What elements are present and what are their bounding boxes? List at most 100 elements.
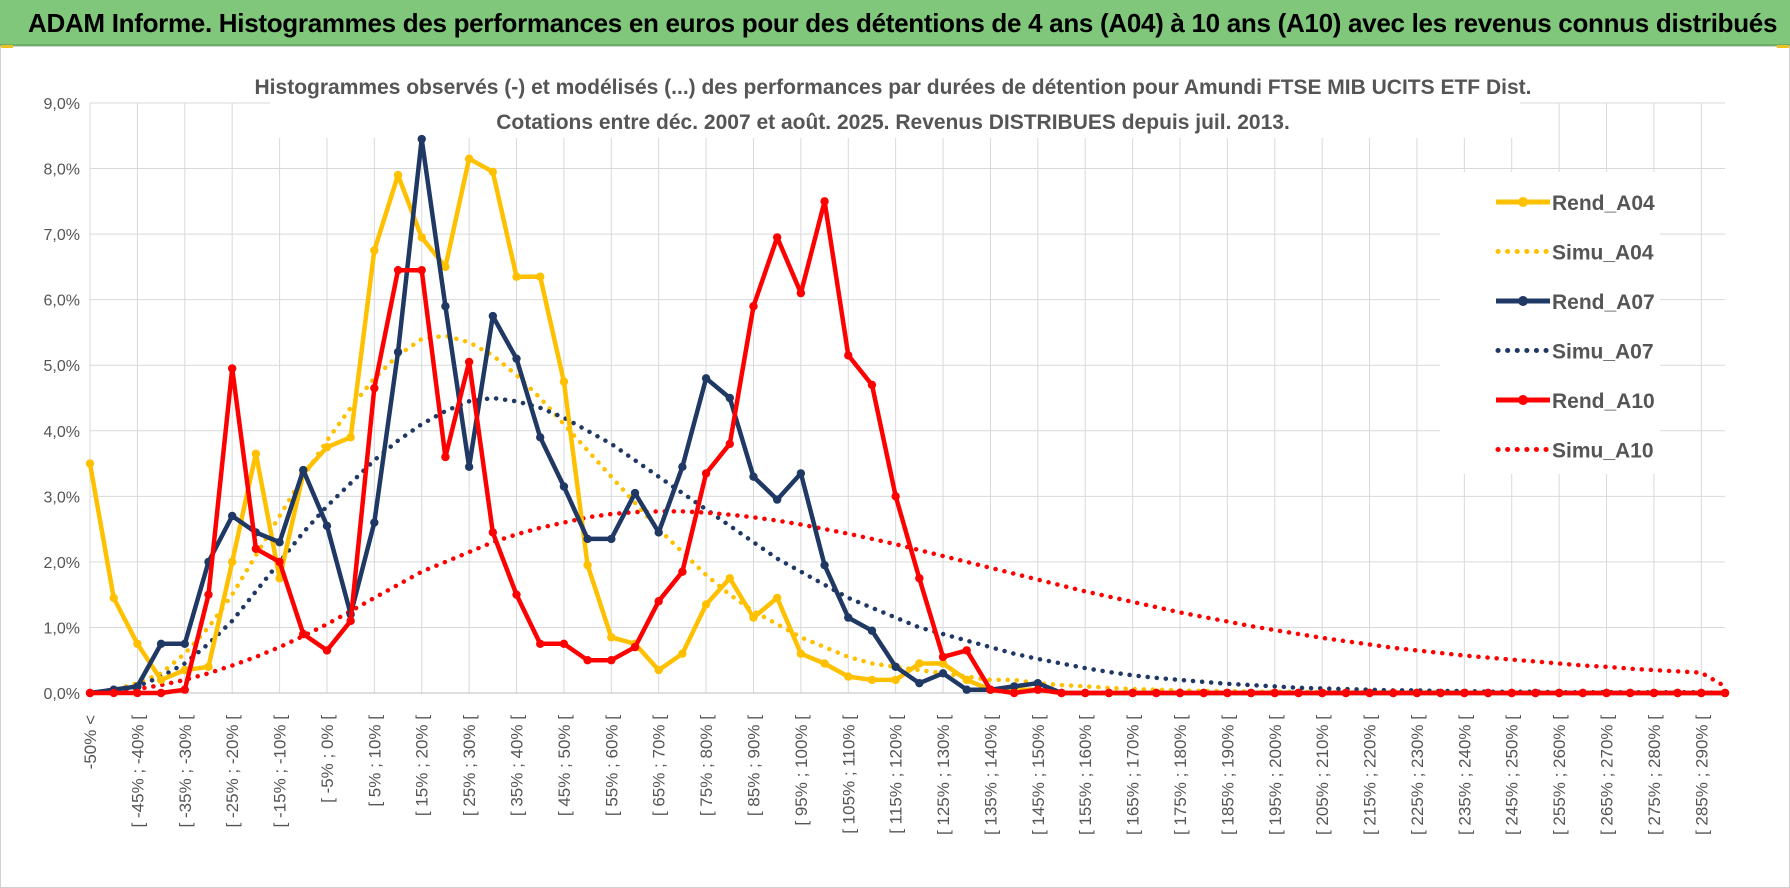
x-tick-label: [ -35% ; -30% [	[176, 715, 195, 828]
data-point	[1104, 688, 1114, 698]
data-point	[393, 265, 403, 275]
data-point	[1009, 682, 1019, 691]
y-tick-label: 5,0%	[44, 358, 80, 375]
x-tick-label: [ 25% ; 30% [	[460, 715, 479, 816]
x-tick-label: [ 285% ; 290% [	[1692, 715, 1711, 835]
data-point	[133, 682, 142, 691]
data-point	[1673, 688, 1682, 698]
data-point	[915, 574, 924, 583]
data-point	[1270, 688, 1279, 698]
data-point	[1175, 688, 1185, 698]
data-point	[630, 488, 640, 498]
data-point	[607, 534, 616, 544]
data-point	[986, 685, 995, 694]
data-point	[1057, 688, 1066, 698]
data-point	[1531, 688, 1540, 698]
legend-marker	[1518, 296, 1528, 306]
x-tick-label: [ 145% ; 150% [	[1029, 715, 1048, 835]
x-tick-label: [ 215% ; 220% [	[1361, 715, 1380, 835]
data-point	[1507, 688, 1516, 698]
data-point	[701, 600, 711, 609]
data-point	[512, 590, 521, 599]
data-point	[441, 262, 450, 272]
x-tick-label: [ 125% ; 130% [	[934, 715, 953, 835]
data-point	[607, 633, 616, 642]
data-point	[915, 678, 924, 688]
data-point	[488, 167, 498, 177]
data-point	[299, 465, 308, 475]
data-point	[251, 449, 261, 458]
data-point	[962, 685, 971, 694]
x-tick-label: [ 115% ; 120% [	[887, 715, 906, 834]
legend-backdrop	[1440, 172, 1660, 474]
data-point	[820, 197, 829, 206]
data-point	[393, 347, 403, 357]
data-point	[464, 357, 474, 367]
data-point	[370, 383, 379, 393]
data-point	[488, 311, 498, 321]
legend-item-Simu_A07: Simu_A07	[1495, 341, 1654, 364]
data-point	[275, 538, 284, 547]
data-point	[464, 462, 474, 472]
x-tick-label: [ 225% ; 230% [	[1408, 715, 1427, 835]
data-point	[844, 672, 853, 681]
data-point	[1649, 688, 1659, 698]
x-tick-label: [ 95% ; 100% [	[792, 715, 811, 826]
data-point	[844, 351, 853, 360]
data-point	[275, 574, 284, 583]
chart-series	[85, 134, 1730, 698]
frame-corner-left	[1, 45, 13, 48]
data-point	[1009, 688, 1019, 698]
data-point	[1578, 688, 1588, 698]
x-tick-label: [ 55% ; 60% [	[602, 715, 621, 816]
data-point	[204, 662, 213, 671]
data-point	[867, 675, 877, 685]
data-point	[1602, 688, 1611, 698]
data-point	[441, 302, 450, 311]
data-point	[1483, 688, 1493, 698]
data-point	[227, 364, 237, 373]
data-point	[512, 354, 521, 363]
legend-label: Rend_A07	[1552, 291, 1655, 314]
data-point	[1081, 688, 1090, 698]
x-tick-label: [ -5% ; 0% [	[318, 715, 337, 803]
data-point	[701, 374, 711, 383]
data-point	[772, 593, 782, 603]
data-point	[796, 649, 806, 658]
series-Simu_A10	[87, 509, 1728, 696]
data-point	[725, 439, 734, 449]
data-point	[607, 656, 616, 665]
data-point	[156, 675, 166, 685]
data-point	[1436, 688, 1445, 698]
series-Rend_A10	[85, 197, 1730, 698]
legend-item-Simu_A10: Simu_A10	[1495, 440, 1654, 463]
data-point	[796, 469, 806, 478]
y-tick-label: 0,0%	[44, 686, 80, 703]
data-point	[820, 659, 829, 668]
series-Simu_A07	[87, 395, 1728, 696]
data-point	[1365, 688, 1374, 698]
data-point	[133, 639, 142, 649]
data-point	[725, 393, 734, 403]
chart-legend: Rend_A04 Simu_A04 Rend_A07 Simu_A07 Rend_A10…	[1495, 192, 1655, 463]
data-point	[1294, 688, 1303, 698]
data-point	[322, 442, 332, 452]
legend-marker	[1518, 197, 1528, 207]
data-point	[275, 557, 284, 567]
legend-label: Simu_A07	[1552, 341, 1654, 364]
data-point	[820, 560, 829, 570]
data-point	[1317, 688, 1327, 698]
data-point	[512, 272, 521, 281]
data-point	[536, 433, 545, 442]
data-point	[417, 233, 426, 242]
data-point	[1223, 688, 1232, 698]
x-tick-label: [ 175% ; 180% [	[1171, 715, 1190, 835]
data-point	[749, 613, 758, 622]
y-tick-label: 2,0%	[44, 555, 80, 572]
data-point	[464, 154, 474, 163]
legend-item-Rend_A10: Rend_A10	[1496, 390, 1655, 413]
data-point	[227, 511, 237, 521]
legend-label: Rend_A10	[1552, 390, 1655, 413]
data-point	[1626, 688, 1635, 698]
